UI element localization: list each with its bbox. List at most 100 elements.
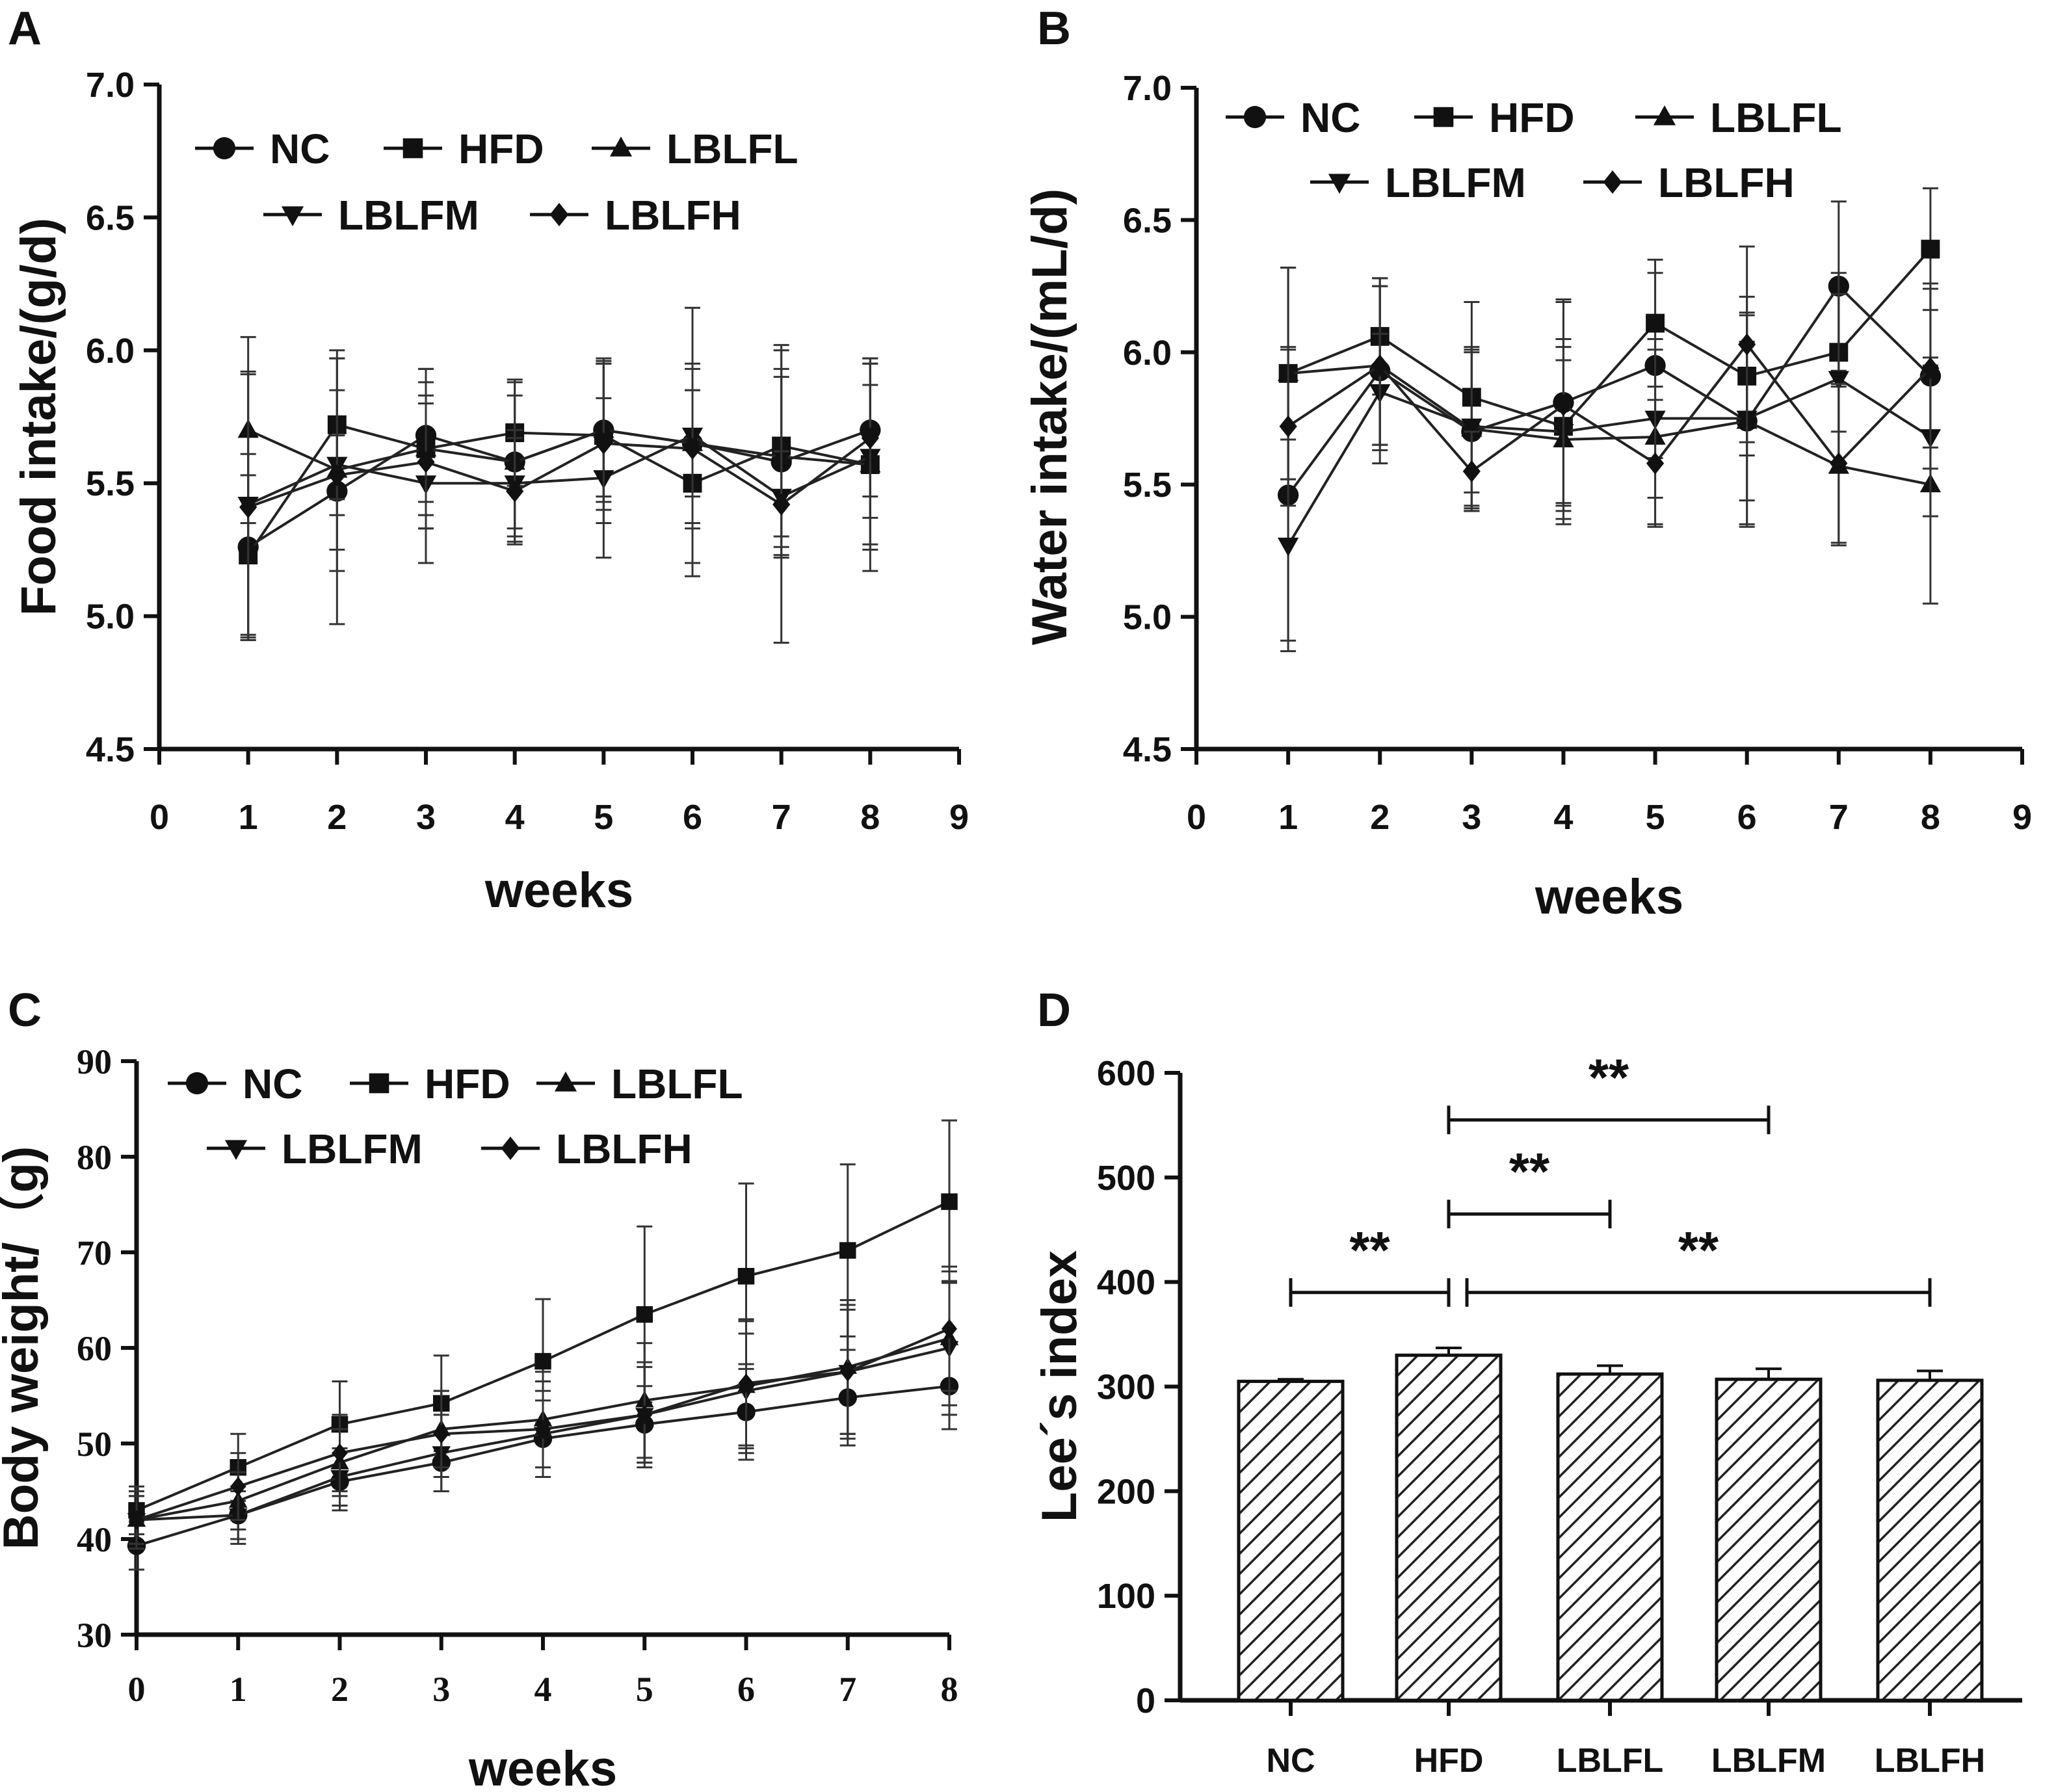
legend-label: HFD [458,125,544,172]
legend-marker [1243,105,1267,129]
panel-a: A 4.5 5.0 5.5 6.0 6.5 7.0 0 1 2 3 4 5 6 7 8 9 weeks Food i… [8,3,969,918]
bar-lblfm [1715,1367,1823,1702]
x-tick-label: 2 [331,1670,349,1709]
y-tick-label: 5.0 [1123,598,1172,637]
x-tick-label: 3 [1462,798,1481,837]
y-tick-label: 500 [1097,1159,1155,1198]
x-tick-label: 0 [150,798,169,837]
data-point [129,1510,144,1530]
series-lblfh [1279,245,1940,544]
data-point [941,1193,958,1210]
category-label: LBLFL [1557,1742,1664,1780]
panel-label: D [1037,984,1071,1036]
panel-label: C [8,984,42,1036]
legend-item-lblfh: LBLFH [481,1126,692,1172]
series-nc [1277,200,1942,642]
legend-item-lblfl: LBLFL [1635,94,1842,141]
data-point [1462,460,1481,482]
legend-marker [213,137,236,160]
y-tick-label: 5.5 [1123,466,1172,505]
x-tick-label: 0 [1187,798,1206,837]
x-tick-label: 8 [941,1670,958,1709]
legend-label: LBLFH [605,192,741,239]
significance-label: ** [1349,1221,1390,1279]
data-point [1461,418,1483,438]
significance-label: ** [1588,1048,1629,1106]
y-tick-label: 7.0 [86,66,135,105]
x-tick-label: 1 [239,798,258,837]
bar-hfd [1395,1346,1503,1702]
y-tick-label: 5.5 [86,464,135,503]
legend-label: LBLFH [1658,159,1795,206]
y-tick-label: 80 [77,1138,112,1177]
bar [1556,1372,1664,1702]
data-point [942,1319,957,1339]
data-point [1554,394,1573,417]
panel-d: D 0 100 200 300 400 500 600 Lee´s index NC HFD LBLF… [1032,984,2022,1780]
legend-item-nc: NC [168,1061,302,1107]
x-tick-label: 2 [327,798,347,837]
x-tick-label: 4 [505,798,525,837]
data-point [1646,313,1665,333]
legend-marker [554,1072,577,1092]
y-tick-label: 600 [1097,1054,1155,1093]
x-tick-label: 5 [636,1670,653,1709]
legend-label: LBLFM [282,1126,423,1172]
data-point [1738,333,1756,356]
legend-item-lblfl: LBLFL [536,1061,743,1107]
bar [1237,1379,1345,1702]
data-point [637,1404,653,1425]
x-tick-label: 3 [432,1670,450,1709]
data-point [506,480,524,503]
data-point [594,432,613,455]
x-tick-label: 6 [1737,798,1757,837]
bar [1395,1353,1503,1702]
y-tick-label: 200 [1097,1472,1155,1511]
data-point [1828,371,1849,390]
y-axis-title: Water intake/(mL/d) [1022,189,1077,645]
y-tick-label: 60 [77,1329,112,1368]
data-point [839,1362,856,1382]
category-label: LBLFM [1711,1742,1826,1780]
legend-item-nc: NC [195,125,330,172]
significance-bracket: ** [1465,1221,1932,1307]
data-point [535,1419,551,1439]
legend-item-nc: NC [1226,94,1360,141]
series-line [1287,364,1931,486]
legend-marker [1328,174,1351,194]
y-axis-title: Lee´s index [1032,1250,1087,1522]
y-tick-label: 4.5 [1123,730,1172,769]
legend-marker [1603,170,1622,194]
legend-marker [549,203,569,226]
y-tick-label: 90 [77,1042,112,1081]
category-label: LBLFH [1875,1742,1985,1780]
legend-marker [1433,107,1454,127]
x-tick-label: 9 [949,798,969,837]
y-axis-title: Body weight/（g) [0,1146,49,1550]
legend-marker [501,1137,520,1160]
series-line [247,428,871,471]
legend-marker [609,137,633,157]
data-point [332,1443,348,1463]
data-point [328,464,346,486]
legend-label: NC [1300,94,1360,141]
panel-label: A [8,3,42,55]
data-point [1921,239,1940,259]
x-tick-label: 5 [594,798,613,837]
legend-marker [1653,105,1676,125]
data-point [1830,452,1848,475]
legend-marker [224,1140,248,1160]
legend-label: LBLFM [338,192,479,239]
x-axis-title: weeks [484,863,633,918]
significance-bracket: ** [1447,1142,1612,1229]
data-point [1277,537,1299,557]
significance-label: ** [1509,1142,1550,1200]
legend-label: LBLFL [611,1061,743,1107]
panel-c: C 30 40 50 60 70 80 90 0 1 2 3 4 5 6 7 8 weeks Body weight… [0,984,959,1792]
bar-nc [1237,1378,1345,1702]
y-tick-label: 6.0 [86,332,135,371]
category-label: HFD [1414,1742,1484,1780]
legend-item-lblfh: LBLFH [530,192,741,239]
series-line [1287,377,1931,546]
